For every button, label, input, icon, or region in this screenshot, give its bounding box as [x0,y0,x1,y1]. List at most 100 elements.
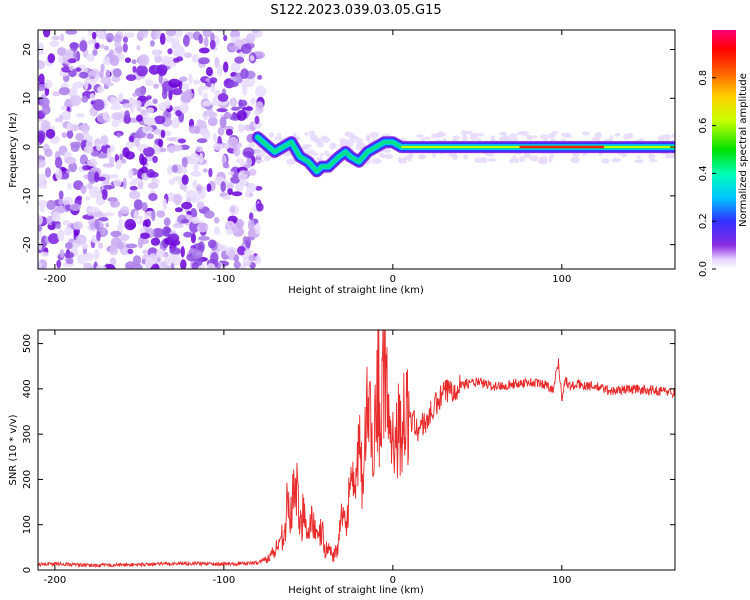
spectrogram-noise-blob [122,36,129,43]
spectrogram-noise-blob [285,158,296,165]
spectrogram-noise-blob [136,114,143,122]
y-tick-label: 500 [22,334,33,353]
spectrogram-noise-blob [146,95,152,100]
spectrogram-noise-blob [309,130,316,138]
spectrogram-noise-blob [95,191,103,199]
spectrogram-noise-blob [38,133,45,144]
snr-frame [37,329,676,571]
spectrogram-noise-blob [110,105,122,111]
y-tick-label: 100 [22,515,33,534]
spectrogram-noise-blob [102,111,110,121]
spectrogram-noise-blob [212,143,224,151]
spectrogram-noise-blob [152,50,160,57]
spectrogram-noise-blob [82,214,95,220]
spectrogram-noise-blob [96,30,105,40]
spectrogram-noise-blob [133,199,143,211]
spectrogram-noise-blob [227,81,239,88]
spectrogram-noise-blob [236,110,247,121]
spectrogram-noise-blob [44,148,53,157]
spectrogram-noise-blob [140,166,148,174]
spectrogram-noise-blob [226,182,234,191]
spectrogram-noise-blob [212,132,217,143]
spectrogram-noise-blob [243,250,254,255]
spectrogram-noise-blob [159,147,167,153]
spectrogram-noise-blob [435,133,445,138]
spectrogram-noise-blob [195,146,203,153]
spectrogram-noise-blob [649,158,658,163]
spectrogram-noise-blob [247,219,255,231]
spectrogram-noise-blob [181,157,188,168]
spectrogram-noise-blob [196,183,203,194]
spectrogram-noise-blob [122,43,128,53]
spectrogram-noise-blob [474,157,484,164]
spectrogram-noise-blob [65,242,73,250]
spectrogram-noise-blob [146,169,156,178]
x-tick-label: -100 [213,274,236,285]
spectrogram-noise-blob [96,231,101,242]
spectrogram-noise-blob [235,158,244,163]
spectrogram-noise-blob [219,116,227,129]
spectrogram-noise-blob [355,137,363,145]
y-tick-label: -20 [22,236,33,252]
spectrogram-noise-blob [129,190,141,200]
spectrogram-noise-blob [142,249,148,255]
spectrogram-noise-blob [54,156,63,169]
spectrogram-noise-blob [134,87,146,97]
spectrogram-noise-blob [222,195,231,200]
spectrogram-noise-blob [210,83,216,94]
spectrogram-noise-blob [254,223,261,235]
spectrogram-noise-blob [137,236,144,249]
spectrogram-noise-blob [55,168,63,181]
spectrogram-noise-blob [167,233,180,243]
spectrogram-noise-blob [79,71,89,79]
spectrogram-noise-blob [247,142,256,148]
spectrogram-noise-blob [183,34,190,47]
spectrogram-noise-blob [231,106,240,111]
spectrogram-noise-blob [154,30,161,39]
spectrogram-noise-blob [228,204,239,216]
spectrogram-noise-blob [64,226,73,236]
spectrogram-noise-blob [121,158,127,164]
spectrogram-noise-blob [181,201,193,210]
spectrogram-noise-blob [349,134,356,140]
spectrogram-noise-blob [98,217,109,222]
spectrogram-noise-blob [548,157,553,163]
spectrogram-noise-blob [225,128,233,136]
spectrogram-noise-blob [80,185,87,194]
spectrogram-noise-blob [202,100,212,107]
spectrogram-noise-blob [307,149,316,156]
spectrogram-noise-blob [66,122,72,132]
spectrogram-noise-blob [70,94,82,107]
spectrogram-noise-blob [251,30,260,34]
spectrogram-noise-blob [52,91,61,97]
spectrogram-noise-blob [209,77,218,84]
spectrogram-noise-blob [125,151,135,160]
spectrogram-noise-blob [255,153,265,158]
spectrogram-noise-blob [189,92,194,99]
spectrogram-noise-blob [144,218,151,228]
spectrogram-noise-blob [224,144,230,150]
spectrogram-noise-blob [202,92,208,100]
spectrogram-noise-blob [132,65,137,73]
spectrogram-noise-blob [424,136,431,140]
spectrogram-noise-blob [169,247,181,255]
spectrogram-noise-blob [609,134,614,141]
x-tick-label: -100 [213,575,236,586]
spectrogram-noise-blob [38,60,46,70]
spectrogram-noise-blob [38,49,45,56]
spectrogram-noise-blob [143,117,156,127]
spectrogram-noise-blob [113,34,122,44]
spectrogram-noise-blob [233,261,241,269]
spectrogram-noise-blob [103,184,115,190]
y-tick-label: 200 [22,470,33,489]
spectrogram-noise-blob [665,154,670,159]
spectrogram-noise-blob [543,137,549,143]
spectrogram-noise-blob [241,105,253,112]
spectrogram-noise-blob [193,163,199,173]
spectrogram-noise-blob [103,45,110,51]
spectrogram-noise-blob [144,256,154,268]
spectrogram-noise-blob [83,252,94,262]
spectrogram-noise-blob [103,179,110,185]
spectrogram-noise-blob [601,158,610,164]
spectrogram-xlabel: Height of straight line (km) [288,285,424,296]
